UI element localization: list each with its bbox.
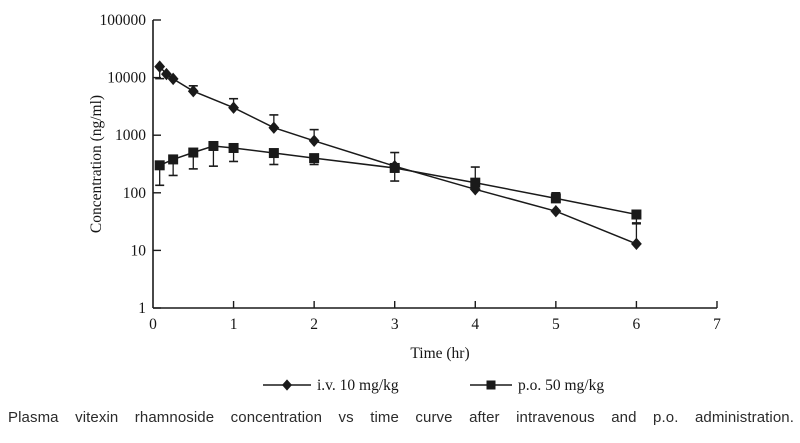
square-marker bbox=[309, 153, 320, 164]
x-tick-label: 5 bbox=[552, 316, 560, 333]
diamond-marker bbox=[550, 204, 562, 218]
diamond-marker bbox=[161, 67, 172, 81]
figure-caption: Plasma vitexin rhamnoside concentration … bbox=[8, 409, 794, 426]
square-marker bbox=[168, 154, 179, 165]
x-tick-label: 6 bbox=[633, 316, 641, 333]
legend-square-marker bbox=[486, 380, 496, 390]
legend-item-po: p.o. 50 mg/kg bbox=[470, 377, 604, 394]
y-tick-label: 100000 bbox=[100, 12, 147, 29]
square-marker bbox=[470, 177, 481, 188]
diamond-marker bbox=[631, 237, 642, 251]
legend-item-iv: i.v. 10 mg/kg bbox=[263, 377, 399, 394]
y-tick-label: 1000 bbox=[115, 127, 146, 144]
diamond-marker bbox=[154, 60, 166, 73]
diamond-marker bbox=[308, 134, 320, 147]
square-marker bbox=[154, 160, 165, 171]
y-tick-label: 10 bbox=[131, 242, 147, 259]
legend-label-po: p.o. 50 mg/kg bbox=[518, 377, 604, 394]
diamond-marker bbox=[228, 101, 239, 114]
diamond-marker bbox=[187, 85, 199, 98]
series-po bbox=[155, 145, 641, 225]
series-line bbox=[159, 66, 637, 245]
diamond-marker bbox=[167, 72, 179, 86]
square-marker bbox=[228, 142, 239, 153]
legend-diamond-marker bbox=[282, 379, 292, 391]
x-tick-label: 4 bbox=[471, 316, 479, 333]
x-tick-label: 2 bbox=[310, 316, 318, 333]
diamond-marker bbox=[268, 121, 280, 134]
series-iv bbox=[155, 66, 641, 245]
x-tick-label: 0 bbox=[149, 316, 157, 333]
y-tick-label: 10000 bbox=[107, 70, 146, 87]
x-tick-label: 1 bbox=[230, 316, 238, 333]
y-axis-title: Concentration (ng/ml) bbox=[88, 95, 105, 233]
square-marker bbox=[550, 193, 561, 204]
x-tick-label: 3 bbox=[391, 316, 399, 333]
y-tick-label: 1 bbox=[138, 300, 146, 317]
y-tick-label: 100 bbox=[123, 185, 147, 202]
x-tick-label: 7 bbox=[713, 316, 721, 333]
square-marker bbox=[631, 209, 642, 220]
square-marker bbox=[188, 147, 199, 158]
square-marker bbox=[208, 140, 219, 151]
legend-label-iv: i.v. 10 mg/kg bbox=[317, 377, 399, 394]
square-marker bbox=[268, 148, 279, 159]
x-axis-title: Time (hr) bbox=[410, 345, 469, 362]
square-marker bbox=[389, 162, 400, 173]
